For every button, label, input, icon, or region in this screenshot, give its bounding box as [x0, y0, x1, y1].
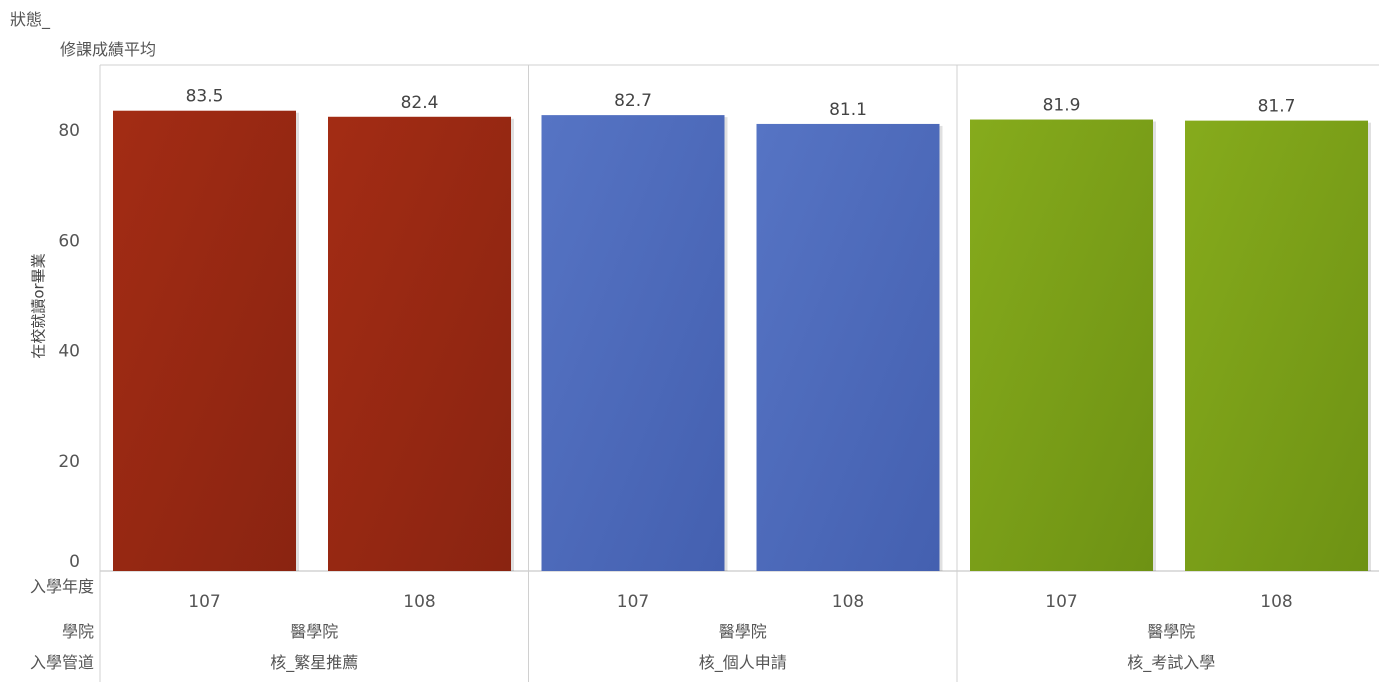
data-label: 83.5 [186, 87, 224, 107]
x-year-label: 107 [188, 592, 220, 612]
x-year-label: 108 [832, 592, 864, 612]
row-header-label: 學院 [62, 622, 94, 641]
header-measure-label: 修課成績平均 [60, 40, 157, 59]
college-label: 醫學院 [290, 622, 338, 641]
channel-label: 核_個人申請 [699, 653, 787, 673]
bar [970, 119, 1153, 572]
data-label: 82.4 [401, 93, 439, 113]
bar [328, 116, 511, 572]
data-label: 82.7 [614, 91, 652, 111]
college-label: 醫學院 [1147, 622, 1195, 641]
bar [1185, 120, 1368, 571]
data-label: 81.9 [1043, 96, 1081, 116]
x-year-label: 107 [1045, 592, 1077, 612]
y-tick-label: 0 [69, 552, 80, 572]
channel-label: 核_繁星推薦 [270, 653, 358, 673]
data-label: 81.1 [829, 100, 867, 120]
y-tick-label: 60 [58, 231, 80, 251]
y-tick-label: 40 [58, 342, 80, 362]
header-state-label: 狀態_ [10, 10, 51, 29]
data-label: 81.7 [1258, 97, 1296, 117]
channel-label: 核_考試入學 [1127, 653, 1215, 673]
x-year-label: 107 [617, 592, 649, 612]
college-label: 醫學院 [719, 622, 767, 641]
x-year-label: 108 [1260, 592, 1292, 612]
x-year-label: 108 [403, 592, 435, 612]
y-tick-label: 80 [58, 121, 80, 141]
y-tick-label: 20 [58, 452, 80, 472]
row-header-label: 入學管道 [30, 653, 94, 672]
bar [756, 123, 940, 571]
row-header-label: 入學年度 [30, 577, 94, 596]
bar [541, 115, 725, 572]
bar [113, 110, 296, 572]
